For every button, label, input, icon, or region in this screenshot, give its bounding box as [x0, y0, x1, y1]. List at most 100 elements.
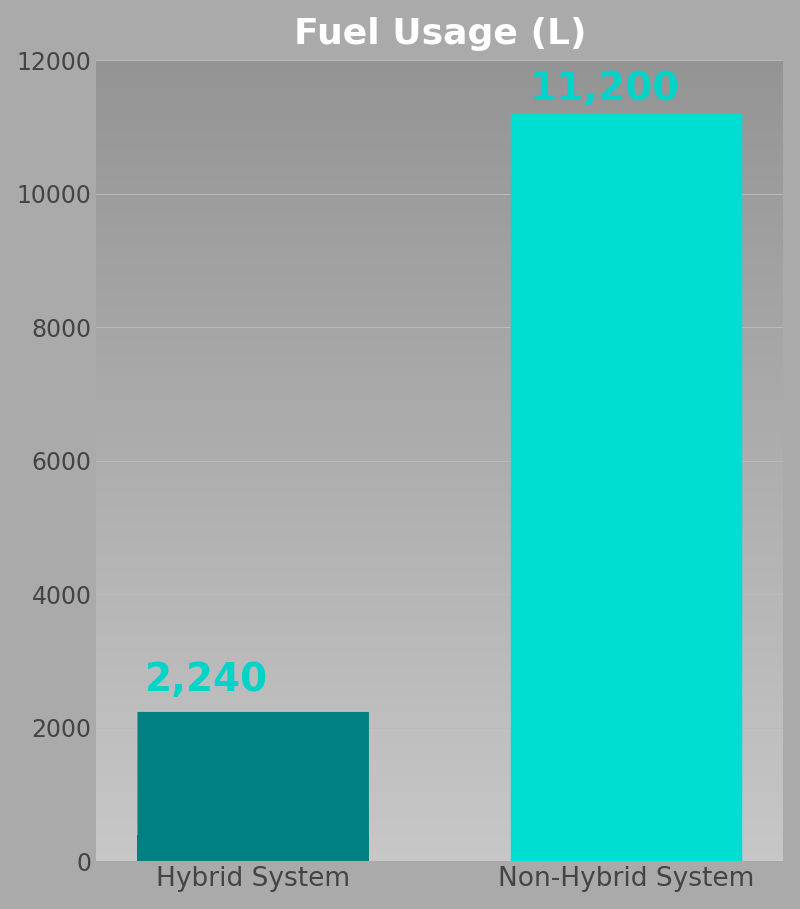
- Bar: [97, 854, 783, 856]
- Bar: [97, 250, 783, 253]
- Bar: [97, 133, 783, 135]
- Bar: [97, 373, 783, 375]
- Bar: [97, 258, 783, 261]
- Bar: [97, 811, 783, 814]
- Bar: [97, 626, 783, 629]
- Bar: [97, 554, 783, 557]
- Bar: [97, 458, 783, 461]
- Bar: [97, 594, 783, 597]
- Bar: [97, 685, 783, 688]
- Bar: [97, 276, 783, 279]
- Bar: [97, 704, 783, 706]
- Bar: [97, 76, 783, 79]
- Bar: [97, 661, 783, 664]
- Bar: [97, 829, 783, 832]
- Bar: [97, 752, 783, 754]
- Bar: [97, 557, 783, 560]
- Bar: [97, 514, 783, 517]
- Bar: [97, 63, 783, 65]
- Bar: [97, 731, 783, 734]
- Bar: [97, 60, 783, 63]
- Bar: [97, 789, 783, 792]
- Bar: [97, 859, 783, 862]
- Bar: [97, 792, 783, 794]
- Bar: [97, 218, 783, 221]
- Bar: [97, 426, 783, 429]
- Bar: [97, 130, 783, 133]
- Bar: [97, 570, 783, 573]
- Bar: [97, 680, 783, 683]
- Bar: [97, 629, 783, 632]
- Bar: [97, 744, 783, 746]
- Bar: [138, 834, 369, 862]
- Bar: [97, 418, 783, 421]
- Bar: [97, 645, 783, 648]
- Bar: [97, 784, 783, 786]
- Bar: [97, 621, 783, 624]
- Bar: [97, 156, 783, 159]
- Bar: [97, 763, 783, 765]
- Bar: [97, 352, 783, 355]
- Bar: [97, 322, 783, 325]
- Bar: [97, 822, 783, 824]
- Bar: [97, 105, 783, 108]
- Bar: [97, 199, 783, 202]
- Bar: [97, 410, 783, 413]
- Bar: [97, 405, 783, 407]
- Bar: [97, 509, 783, 512]
- Bar: [97, 395, 783, 397]
- Bar: [97, 415, 783, 418]
- Bar: [97, 221, 783, 224]
- Bar: [97, 442, 783, 445]
- Bar: [97, 466, 783, 469]
- Bar: [97, 173, 783, 175]
- Bar: [97, 228, 783, 231]
- Bar: [97, 487, 783, 490]
- Bar: [97, 634, 783, 637]
- Bar: [97, 712, 783, 714]
- Bar: [97, 327, 783, 330]
- Bar: [97, 709, 783, 712]
- Bar: [97, 295, 783, 298]
- Bar: [97, 162, 783, 165]
- Bar: [97, 287, 783, 290]
- Bar: [97, 714, 783, 717]
- Bar: [97, 319, 783, 322]
- Bar: [97, 335, 783, 338]
- Bar: [97, 191, 783, 194]
- Bar: [97, 824, 783, 827]
- Bar: [97, 637, 783, 640]
- Bar: [97, 845, 783, 848]
- Bar: [97, 843, 783, 845]
- Bar: [97, 498, 783, 501]
- Bar: [97, 119, 783, 122]
- Bar: [97, 608, 783, 611]
- Bar: [97, 589, 783, 592]
- Bar: [97, 683, 783, 685]
- Bar: [97, 527, 783, 530]
- Bar: [97, 541, 783, 544]
- Bar: [97, 145, 783, 148]
- Bar: [97, 506, 783, 509]
- Bar: [97, 794, 783, 797]
- Bar: [97, 552, 783, 554]
- Bar: [97, 226, 783, 228]
- Text: 2,240: 2,240: [145, 661, 268, 699]
- Bar: [511, 834, 742, 862]
- Bar: [97, 103, 783, 105]
- Bar: [97, 194, 783, 196]
- Bar: [97, 290, 783, 293]
- Bar: [97, 779, 783, 782]
- Bar: [97, 399, 783, 402]
- Bar: [97, 814, 783, 816]
- Bar: [97, 370, 783, 373]
- Bar: [97, 800, 783, 803]
- Bar: [97, 389, 783, 392]
- Bar: [97, 651, 783, 654]
- Bar: [97, 346, 783, 349]
- Bar: [97, 605, 783, 608]
- Bar: [97, 151, 783, 154]
- Bar: [97, 483, 783, 484]
- Bar: [97, 159, 783, 162]
- Bar: [97, 464, 783, 466]
